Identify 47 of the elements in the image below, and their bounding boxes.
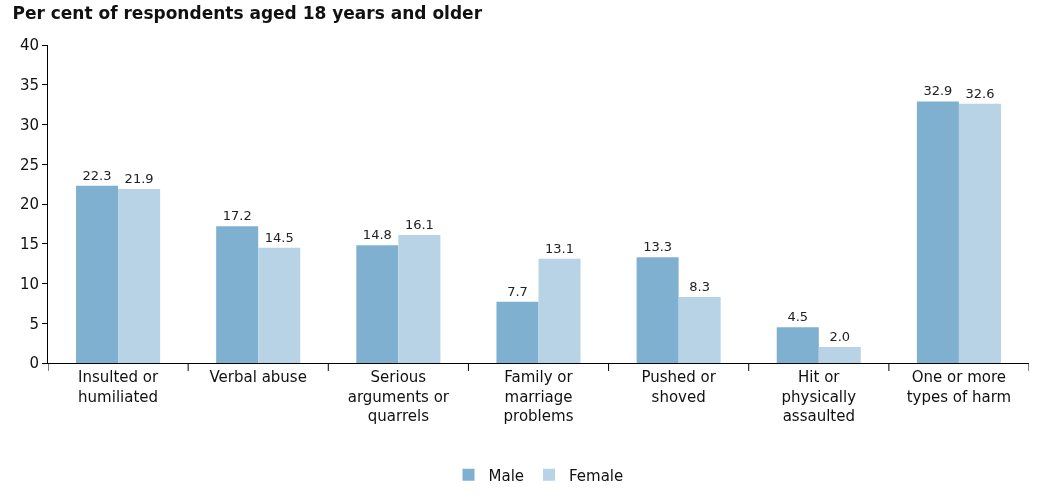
data-label: 7.7: [507, 283, 528, 299]
chart-title: Per cent of respondents aged 18 years and older: [12, 3, 483, 24]
bar: [916, 101, 959, 363]
bar: [356, 245, 399, 363]
bar: [818, 347, 861, 363]
y-tick-label: 30: [19, 115, 39, 134]
bar: [76, 185, 119, 363]
bar: [958, 103, 1001, 363]
data-label: 14.5: [264, 229, 294, 245]
y-tick-label: 25: [19, 155, 39, 174]
x-tick-label: Pushed or shoved: [641, 368, 717, 406]
data-label: 8.3: [689, 279, 711, 295]
bar: [776, 327, 819, 363]
data-label: 14.8: [362, 227, 392, 243]
x-tick-label: Insulted or humiliated: [77, 368, 159, 406]
data-label: 21.9: [124, 170, 154, 186]
x-tick-label: Hit or physically assaulted: [781, 368, 857, 425]
x-tick-label: Verbal abuse: [209, 368, 307, 386]
data-label: 17.2: [222, 208, 252, 224]
x-tick-label: One or more types of harm: [906, 368, 1012, 406]
data-label: 22.3: [82, 167, 112, 183]
data-label: 4.5: [787, 309, 809, 325]
bar: [258, 247, 301, 363]
bar: [398, 235, 441, 363]
y-tick-label: 40: [19, 36, 39, 55]
x-tick-label: Serious arguments or quarrels: [347, 368, 450, 425]
data-label: 13.3: [643, 239, 673, 255]
bar: [538, 258, 581, 363]
bar: [118, 188, 161, 363]
x-tick-label: Family or marriage problems: [503, 368, 574, 425]
data-label: 2.0: [829, 329, 851, 345]
bar: [636, 257, 679, 363]
data-label: 16.1: [404, 217, 434, 233]
y-tick-label: 20: [19, 195, 39, 214]
legend-label: Male: [488, 466, 525, 485]
bar: [216, 226, 259, 363]
y-tick-label: 0: [29, 354, 39, 373]
bar: [678, 297, 721, 363]
data-label: 13.1: [545, 240, 574, 256]
y-tick-label: 15: [19, 235, 39, 253]
y-tick-label: 35: [19, 76, 39, 94]
y-tick-label: 5: [29, 314, 39, 333]
bar: [496, 301, 539, 363]
data-label: 32.9: [923, 83, 953, 99]
data-label: 32.6: [965, 85, 995, 101]
legend-label: Female: [569, 466, 624, 485]
y-tick-label: 10: [19, 274, 39, 293]
